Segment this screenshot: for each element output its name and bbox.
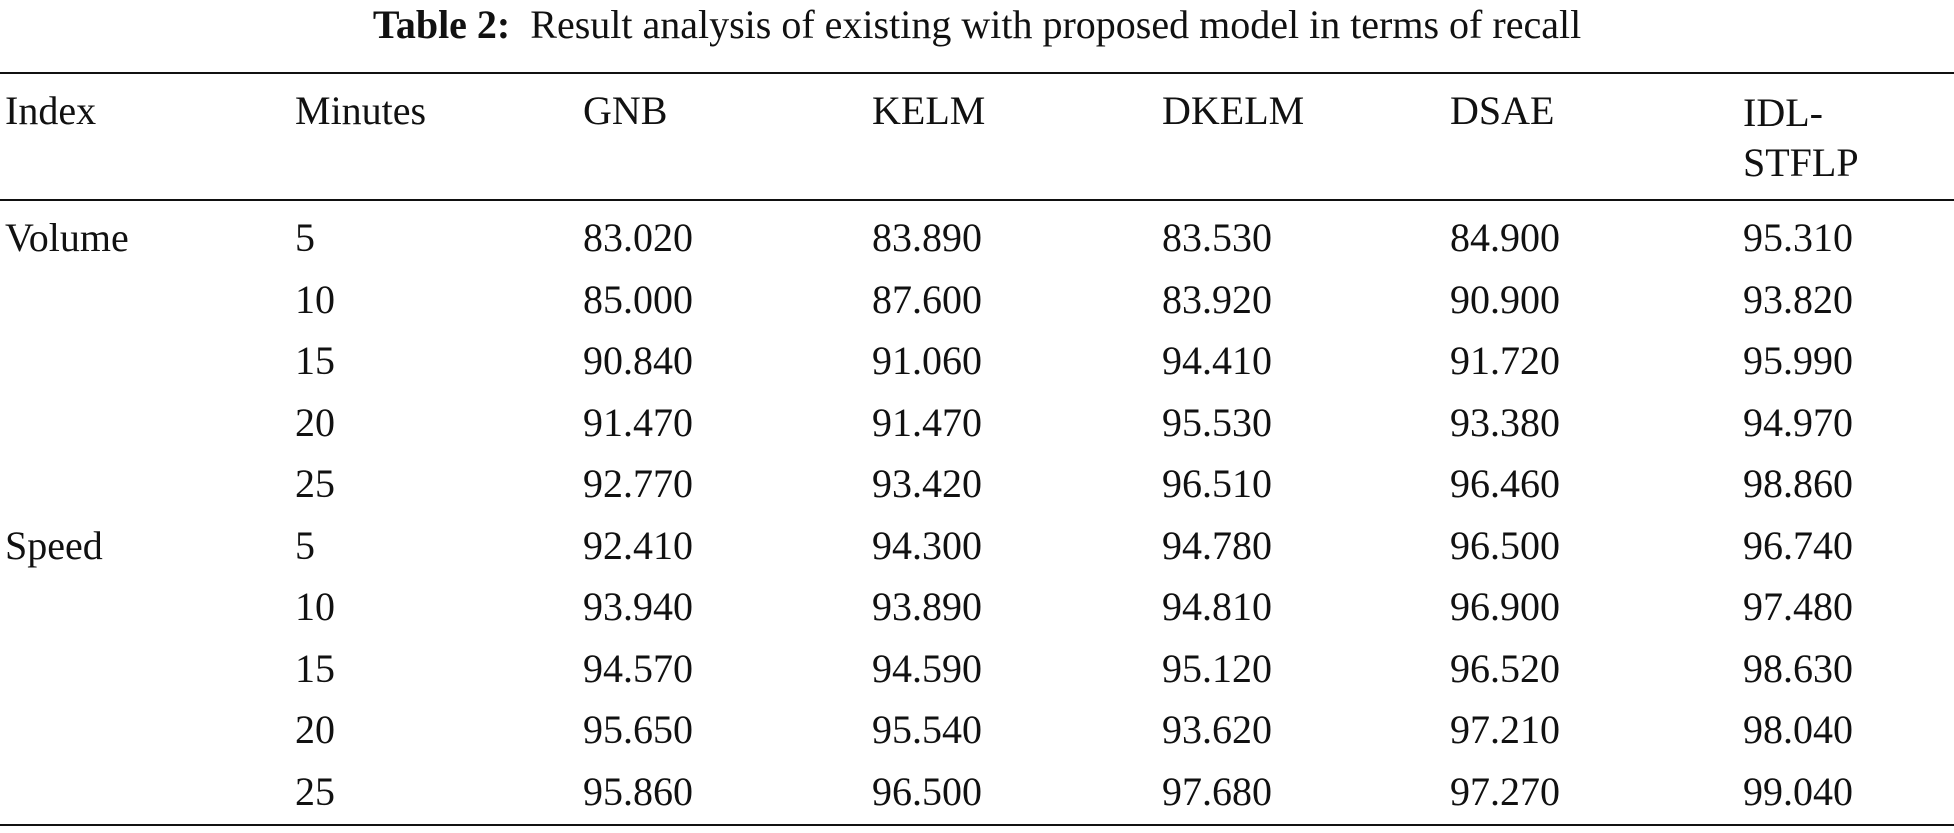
cell-dkelm: 94.780	[1162, 523, 1272, 568]
caption-label: Table 2:	[372, 2, 511, 47]
cell-minutes: 20	[295, 400, 335, 445]
cell-gnb: 85.000	[583, 277, 693, 322]
header-dsae: DSAE	[1450, 88, 1555, 133]
cell-gnb: 95.860	[583, 769, 693, 814]
cell-idl-stflp: 96.740	[1743, 523, 1853, 568]
cell-minutes: 15	[295, 338, 335, 383]
cell-kelm: 94.590	[872, 646, 982, 691]
cell-gnb: 94.570	[583, 646, 693, 691]
header-idl-stflp: IDL- STFLP	[1743, 88, 1859, 188]
cell-gnb: 92.410	[583, 523, 693, 568]
cell-idl-stflp: 94.970	[1743, 400, 1853, 445]
cell-dsae: 91.720	[1450, 338, 1560, 383]
cell-kelm: 95.540	[872, 707, 982, 752]
cell-idl-stflp: 95.990	[1743, 338, 1853, 383]
header-dkelm: DKELM	[1162, 88, 1305, 133]
cell-kelm: 93.890	[872, 584, 982, 629]
cell-gnb: 90.840	[583, 338, 693, 383]
cell-idl-stflp: 97.480	[1743, 584, 1853, 629]
cell-minutes: 25	[295, 461, 335, 506]
cell-dsae: 93.380	[1450, 400, 1560, 445]
cell-dkelm: 95.530	[1162, 400, 1272, 445]
cell-minutes: 10	[295, 277, 335, 322]
cell-kelm: 93.420	[872, 461, 982, 506]
cell-kelm: 83.890	[872, 215, 982, 260]
cell-gnb: 92.770	[583, 461, 693, 506]
cell-dsae: 97.210	[1450, 707, 1560, 752]
cell-kelm: 87.600	[872, 277, 982, 322]
cell-minutes: 20	[295, 707, 335, 752]
table-bottom-rule	[0, 824, 1954, 826]
cell-dkelm: 83.530	[1162, 215, 1272, 260]
cell-minutes: 15	[295, 646, 335, 691]
cell-dsae: 96.520	[1450, 646, 1560, 691]
cell-kelm: 91.470	[872, 400, 982, 445]
cell-dsae: 96.460	[1450, 461, 1560, 506]
table-top-rule	[0, 72, 1954, 74]
cell-idl-stflp: 93.820	[1743, 277, 1853, 322]
cell-gnb: 83.020	[583, 215, 693, 260]
cell-dsae: 90.900	[1450, 277, 1560, 322]
cell-dkelm: 96.510	[1162, 461, 1272, 506]
cell-kelm: 91.060	[872, 338, 982, 383]
cell-dkelm: 95.120	[1162, 646, 1272, 691]
table-header-rule	[0, 199, 1954, 201]
cell-dkelm: 97.680	[1162, 769, 1272, 814]
header-index: Index	[5, 88, 97, 133]
header-idl-stflp-line1: IDL-	[1743, 90, 1823, 135]
cell-idl-stflp: 98.860	[1743, 461, 1853, 506]
cell-idl-stflp: 98.040	[1743, 707, 1853, 752]
header-kelm: KELM	[872, 88, 986, 133]
cell-gnb: 91.470	[583, 400, 693, 445]
cell-dkelm: 94.810	[1162, 584, 1272, 629]
cell-gnb: 95.650	[583, 707, 693, 752]
cell-dkelm: 83.920	[1162, 277, 1272, 322]
table-caption: Table 2: Result analysis of existing wit…	[0, 0, 1954, 50]
caption-text: Result analysis of existing with propose…	[530, 2, 1582, 47]
header-idl-stflp-line2: STFLP	[1743, 140, 1859, 185]
row-index-label: Speed	[5, 523, 103, 568]
cell-dsae: 96.500	[1450, 523, 1560, 568]
cell-minutes: 25	[295, 769, 335, 814]
cell-minutes: 5	[295, 215, 315, 260]
cell-kelm: 96.500	[872, 769, 982, 814]
cell-idl-stflp: 99.040	[1743, 769, 1853, 814]
row-index-label: Volume	[5, 215, 129, 260]
cell-idl-stflp: 98.630	[1743, 646, 1853, 691]
cell-gnb: 93.940	[583, 584, 693, 629]
cell-idl-stflp: 95.310	[1743, 215, 1853, 260]
cell-dsae: 84.900	[1450, 215, 1560, 260]
cell-minutes: 10	[295, 584, 335, 629]
cell-kelm: 94.300	[872, 523, 982, 568]
cell-dkelm: 94.410	[1162, 338, 1272, 383]
header-gnb: GNB	[583, 88, 668, 133]
cell-dsae: 96.900	[1450, 584, 1560, 629]
cell-minutes: 5	[295, 523, 315, 568]
header-minutes: Minutes	[295, 88, 427, 133]
cell-dkelm: 93.620	[1162, 707, 1272, 752]
cell-dsae: 97.270	[1450, 769, 1560, 814]
